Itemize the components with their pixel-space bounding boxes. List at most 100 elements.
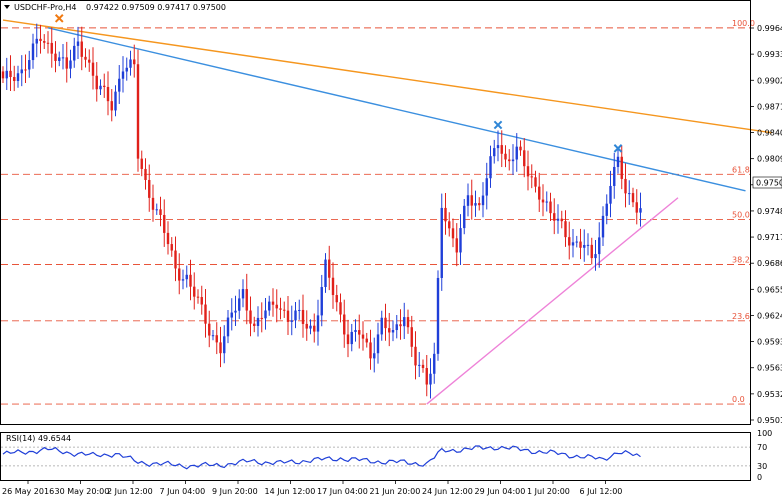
candle-body xyxy=(613,166,616,186)
candle-body xyxy=(136,64,140,159)
candle-body xyxy=(223,336,226,354)
candle-body xyxy=(568,237,571,246)
candle-body xyxy=(545,201,548,203)
candle-body xyxy=(508,159,511,162)
candle-body xyxy=(80,41,83,57)
candle-body xyxy=(178,268,181,281)
candle-body xyxy=(211,335,215,337)
candle-body xyxy=(129,59,132,68)
candle-body xyxy=(361,334,365,339)
candle-body xyxy=(286,310,290,322)
marker-stroke xyxy=(613,144,623,153)
candle-body xyxy=(170,244,173,251)
candle-body xyxy=(219,342,222,354)
candle-body xyxy=(369,342,372,359)
candle-body xyxy=(358,330,361,335)
candle-body xyxy=(99,85,102,90)
blue-x-marker xyxy=(493,120,503,130)
rsi-tick-label: 100 xyxy=(757,429,772,438)
candle-body xyxy=(541,199,545,203)
y-tick-label: 0.98090 xyxy=(757,155,782,164)
candle-body xyxy=(485,178,488,196)
candle-body xyxy=(575,241,578,243)
y-tick-label: 0.96550 xyxy=(757,285,782,294)
candle-body xyxy=(628,193,631,195)
candle-body xyxy=(275,304,278,309)
rsi-line xyxy=(2,445,641,470)
candle-body xyxy=(148,179,151,198)
candle-body xyxy=(283,309,286,311)
x-tick-label: 2 Jun 12:00 xyxy=(107,487,153,496)
candle-body xyxy=(110,101,113,111)
candle-body xyxy=(39,38,42,42)
rsi-tick-label: 70 xyxy=(757,443,767,452)
candle-body xyxy=(268,301,271,311)
candle-body xyxy=(256,317,260,326)
y-tick-label: 0.98710 xyxy=(757,102,782,111)
y-tick-label: 0.99020 xyxy=(757,76,782,85)
candle-body xyxy=(95,75,98,90)
candle-body xyxy=(301,309,305,324)
candle-body xyxy=(609,185,612,204)
candle-body xyxy=(316,315,320,332)
candle-body xyxy=(365,338,368,343)
candle-body xyxy=(140,158,143,169)
candle-body xyxy=(489,156,492,179)
candle-body xyxy=(35,38,38,44)
candle-body xyxy=(54,53,57,61)
candle-body xyxy=(534,177,537,187)
candle-body xyxy=(421,364,425,369)
collapse-arrow-icon[interactable] xyxy=(4,5,10,9)
candle-body xyxy=(549,201,552,214)
x-tick-label: 14 Jun 12:00 xyxy=(265,487,316,496)
candle-body xyxy=(583,244,586,248)
candle-body xyxy=(151,197,155,210)
candle-body xyxy=(350,331,353,345)
candle-body xyxy=(391,330,395,333)
symbol-label: USDCHF-Pro,H4 xyxy=(14,3,77,12)
candle-body xyxy=(133,59,136,65)
candle-body xyxy=(208,323,211,336)
candle-body xyxy=(564,221,567,238)
candle-body xyxy=(526,166,530,177)
candle-body xyxy=(511,159,515,162)
candle-body xyxy=(616,156,620,167)
candle-body xyxy=(241,289,245,299)
candle-body xyxy=(418,364,421,366)
candle-body xyxy=(493,148,496,157)
candle-body xyxy=(76,41,80,46)
x-tick-label: 1 Jul 20:00 xyxy=(527,487,570,496)
candle-body xyxy=(106,86,110,102)
candle-body xyxy=(91,62,95,76)
candle-body xyxy=(253,323,256,326)
candle-body xyxy=(406,317,410,328)
candle-body xyxy=(384,317,387,329)
candle-body xyxy=(279,308,282,310)
candle-body xyxy=(159,209,162,215)
candle-body xyxy=(451,228,455,239)
candle-body xyxy=(399,324,402,327)
candle-body xyxy=(234,310,237,313)
candle-body xyxy=(226,317,230,337)
candle-body xyxy=(313,325,316,332)
candle-body xyxy=(5,70,8,79)
candle-body xyxy=(470,195,473,206)
x-tick-label: 7 Jun 04:00 xyxy=(160,487,206,496)
candle-body xyxy=(448,221,451,229)
candle-body xyxy=(215,335,218,343)
candle-body xyxy=(519,146,522,151)
y-tick-label: 0.95320 xyxy=(757,390,782,399)
candle-body xyxy=(196,296,200,298)
candle-body xyxy=(294,310,297,321)
candle-body xyxy=(13,77,16,81)
x-tick-label: 9 Jun 20:00 xyxy=(212,487,258,496)
candle-body xyxy=(305,323,308,329)
candle-body xyxy=(433,353,436,374)
ohlc-label: 0.97422 0.97509 0.97417 0.97500 xyxy=(86,3,226,12)
candle-body xyxy=(590,244,593,259)
candle-body xyxy=(515,146,518,160)
candle-body xyxy=(373,353,376,359)
candle-body xyxy=(339,302,342,315)
candle-body xyxy=(73,45,76,61)
candle-body xyxy=(204,304,207,324)
